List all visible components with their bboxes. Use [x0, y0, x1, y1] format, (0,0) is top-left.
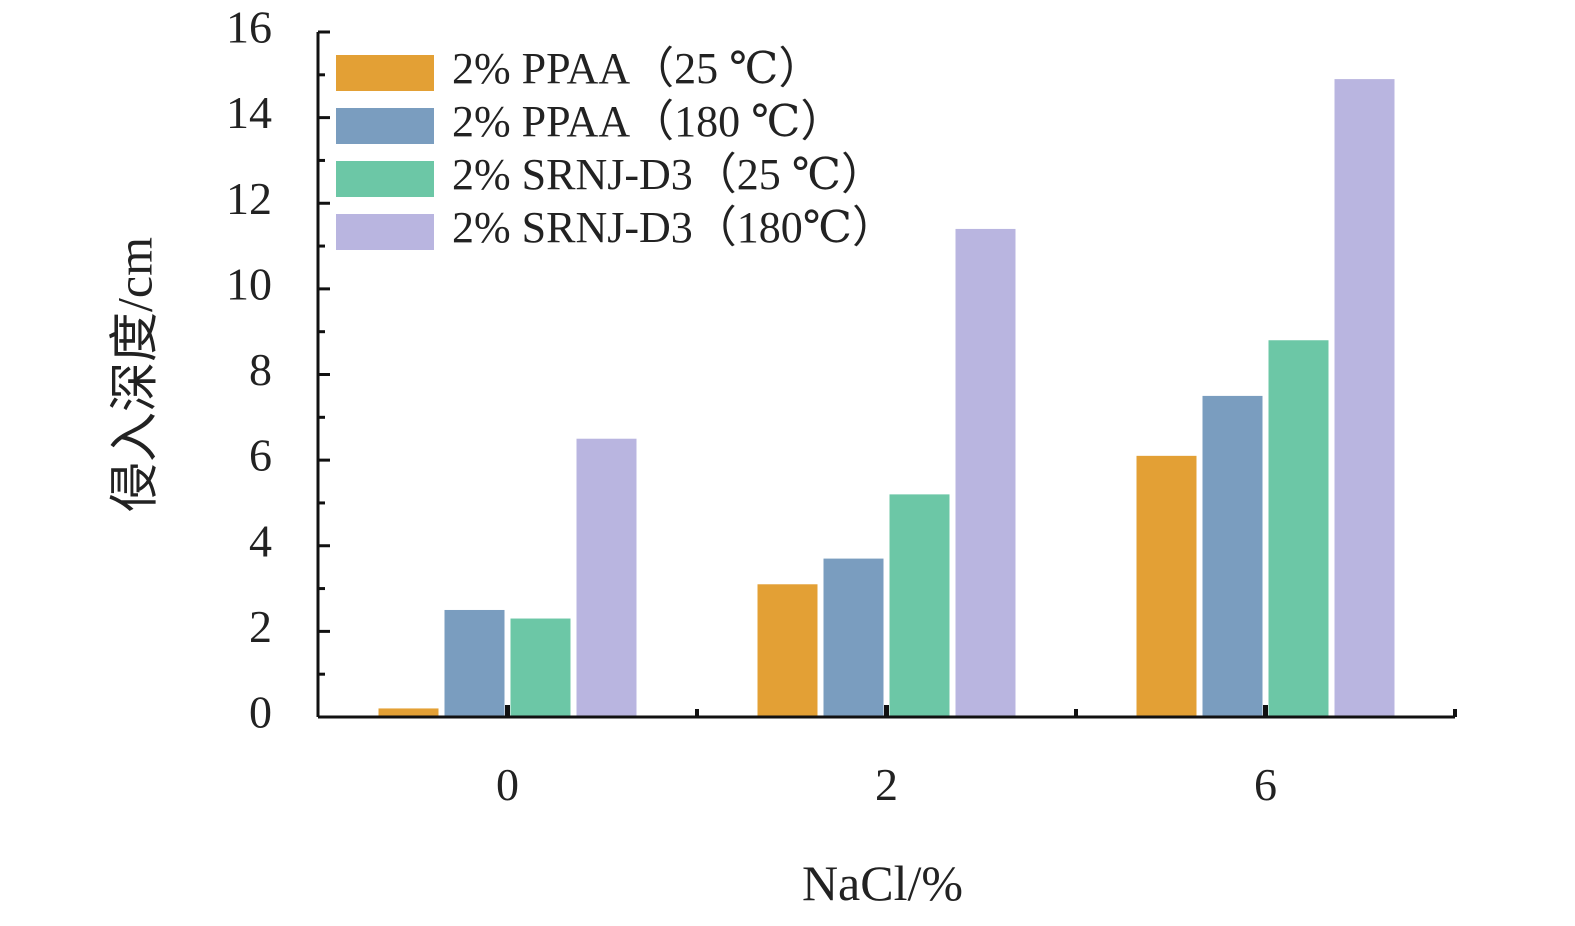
bar-series-2-cat-6 — [1202, 395, 1263, 717]
legend-label: 2% SRNJ-D3（25 ℃） — [452, 150, 885, 199]
x-ticks: 0 2 6 — [496, 705, 1457, 810]
legend-label: 2% SRNJ-D3（180℃） — [452, 203, 896, 252]
y-tick-label: 16 — [226, 2, 272, 53]
bar-series-4-cat-0 — [576, 438, 637, 717]
bar-series-1-cat-6 — [1136, 455, 1197, 717]
legend-swatch — [336, 214, 434, 250]
bar-series-2-cat-0 — [444, 609, 505, 717]
y-ticks: 0 2 4 6 8 10 12 14 16 — [226, 2, 330, 738]
bar-series-1-cat-2 — [757, 584, 818, 717]
y-tick-label: 14 — [226, 87, 272, 138]
bar-series-3-cat-6 — [1268, 340, 1329, 717]
bar-series-2-cat-2 — [823, 558, 884, 717]
legend-swatch — [336, 108, 434, 144]
y-tick-label: 8 — [249, 344, 272, 395]
y-tick-label: 6 — [249, 430, 272, 481]
x-tick-label: 6 — [1254, 759, 1277, 810]
bars-layer — [378, 79, 1395, 717]
y-tick-label: 10 — [226, 258, 272, 309]
legend-label: 2% PPAA（25 ℃） — [452, 44, 822, 93]
legend-label: 2% PPAA（180 ℃） — [452, 97, 844, 146]
bar-series-4-cat-2 — [955, 228, 1016, 717]
legend-swatch — [336, 55, 434, 91]
y-tick-label: 4 — [249, 515, 272, 566]
x-tick-label: 0 — [496, 759, 519, 810]
bar-series-3-cat-2 — [889, 494, 950, 717]
x-tick-label: 2 — [875, 759, 898, 810]
bar-series-4-cat-6 — [1334, 79, 1395, 717]
legend-swatch — [336, 161, 434, 197]
bar-series-3-cat-0 — [510, 618, 571, 717]
legend: 2% PPAA（25 ℃）2% PPAA（180 ℃）2% SRNJ-D3（25… — [336, 44, 896, 252]
bar-series-1-cat-0 — [378, 708, 439, 717]
y-tick-label: 2 — [249, 601, 272, 652]
y-tick-label: 0 — [249, 687, 272, 738]
y-tick-label: 12 — [226, 173, 272, 224]
x-axis-title: NaCl/% — [802, 855, 963, 911]
y-axis-title: 侵入深度/cm — [106, 237, 162, 512]
